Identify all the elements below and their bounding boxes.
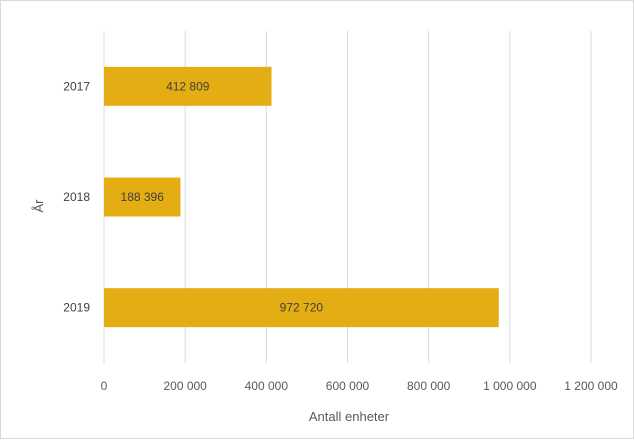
data-label: 972 720 [280, 301, 324, 315]
data-label: 188 396 [121, 190, 165, 204]
x-axis-title: Antall enheter [309, 409, 390, 424]
category-label: 2018 [63, 190, 90, 204]
x-tick-label: 200 000 [163, 379, 207, 393]
x-tick-label: 1 000 000 [483, 379, 537, 393]
category-labels: 2017 2018 2019 [63, 79, 90, 314]
category-label: 2017 [63, 79, 90, 93]
category-label: 2019 [63, 301, 90, 315]
x-tick-label: 400 000 [245, 379, 289, 393]
bars: 412 809 188 396 972 720 [104, 66, 499, 328]
bar-2018 [104, 177, 181, 217]
bar-2017 [104, 66, 272, 106]
x-tick-labels: 0 200 000 400 000 600 000 800 000 1 000 000 1 … [101, 379, 618, 393]
x-tick-label: 1 200 000 [564, 379, 618, 393]
x-tick-label: 800 000 [407, 379, 451, 393]
x-tick-label: 600 000 [326, 379, 370, 393]
bar-2019 [104, 288, 499, 328]
data-label: 412 809 [166, 79, 210, 93]
x-tick-label: 0 [101, 379, 108, 393]
y-axis-title: År [31, 199, 46, 213]
